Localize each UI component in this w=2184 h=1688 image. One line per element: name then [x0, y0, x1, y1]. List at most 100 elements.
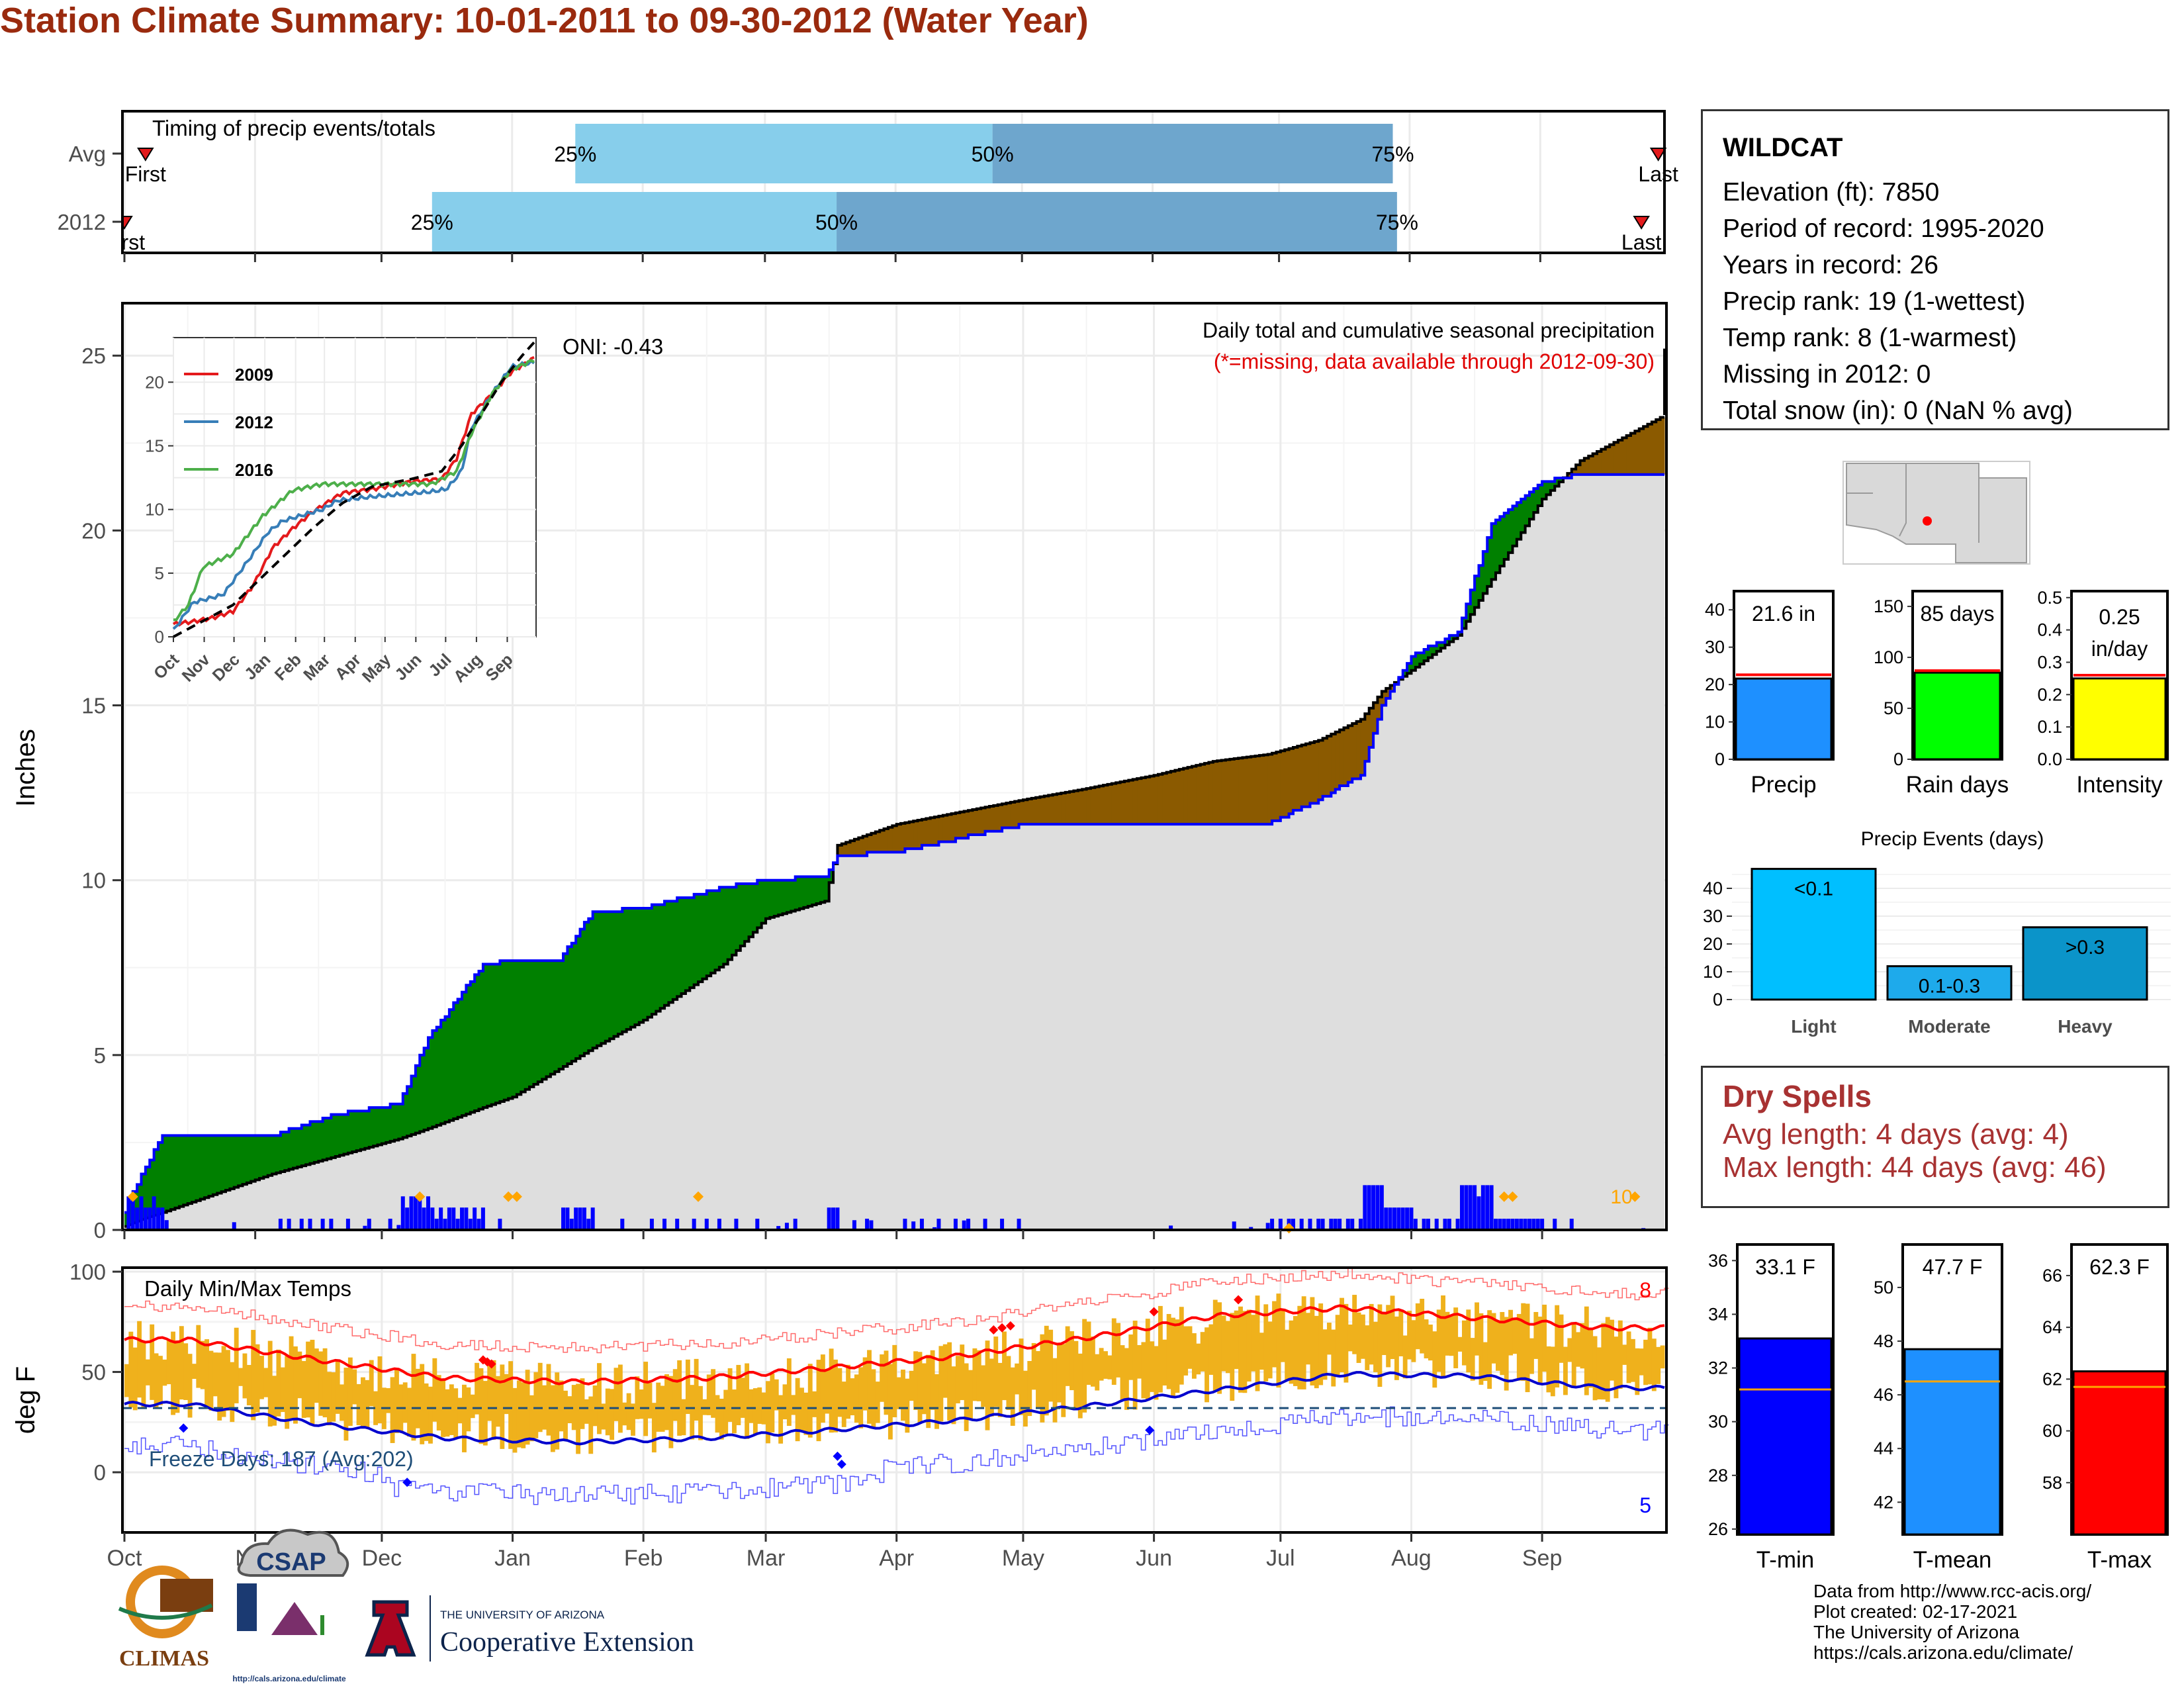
daily-precip-bar — [1371, 1185, 1376, 1230]
below-normal-fill — [1205, 763, 1210, 825]
record-precip-diamond — [693, 1191, 704, 1202]
above-normal-fill — [402, 1093, 408, 1138]
small-chart-y-tick-label: 44 — [1874, 1438, 1893, 1458]
daily-temp-bar — [1386, 1305, 1391, 1368]
events-y-tick-label: 40 — [1703, 878, 1723, 898]
above-normal-fill — [812, 876, 817, 906]
daily-precip-bar — [422, 1207, 426, 1230]
daily-precip-bar — [1455, 1219, 1460, 1230]
event-category-label: Light — [1791, 1016, 1836, 1037]
daily-precip-bar — [1329, 1219, 1334, 1230]
daily-temp-bar — [896, 1377, 901, 1409]
temp-x-tick-label: Dec — [362, 1546, 402, 1571]
below-normal-fill — [1588, 455, 1594, 475]
below-normal-fill — [1635, 431, 1640, 475]
daily-temp-bar — [1086, 1321, 1091, 1385]
record-high-marker — [486, 1359, 496, 1369]
daily-precip-bar — [933, 1227, 937, 1230]
credits: Data from http://www.rcc-acis.org/ Plot … — [1813, 1581, 2091, 1663]
daily-temp-bar — [1208, 1324, 1214, 1375]
above-normal-fill — [592, 912, 598, 1049]
events-y-tick-label: 0 — [1713, 990, 1723, 1009]
value-label: 33.1 F — [1755, 1255, 1815, 1279]
daily-temp-bar — [1466, 1309, 1471, 1373]
above-normal-fill — [1428, 645, 1433, 658]
daily-temp-bar — [238, 1368, 244, 1386]
above-normal-fill — [1533, 489, 1539, 513]
station-precip-rank: Precip rank: 19 (1-wettest) — [1723, 287, 2026, 316]
below-normal-fill — [909, 821, 914, 849]
below-normal-fill — [1145, 776, 1150, 825]
below-normal-fill — [1343, 727, 1349, 786]
daily-temp-bar — [833, 1359, 838, 1432]
daily-temp-bar — [285, 1356, 290, 1429]
below-normal-fill — [976, 808, 981, 835]
daily-precip-bar — [1477, 1196, 1481, 1230]
daily-temp-bar — [825, 1370, 830, 1414]
station-period: Period of record: 1995-2020 — [1723, 214, 2044, 243]
daily-temp-bar — [525, 1370, 530, 1445]
daily-temp-bar — [597, 1363, 602, 1434]
daily-temp-bar — [1255, 1295, 1260, 1391]
below-normal-fill — [942, 815, 948, 842]
daily-temp-bar — [976, 1350, 981, 1401]
below-normal-fill — [1150, 776, 1155, 825]
above-normal-fill — [441, 1020, 446, 1124]
below-normal-fill — [1651, 422, 1657, 475]
daily-temp-bar — [251, 1330, 256, 1421]
daily-temp-bar — [280, 1367, 285, 1413]
above-normal-fill — [1500, 516, 1505, 567]
above-normal-fill — [496, 964, 501, 1103]
event-bar-label: <0.1 — [1794, 878, 1833, 900]
precip-y-tick-label: 5 — [94, 1043, 106, 1068]
below-normal-fill — [896, 824, 901, 853]
above-normal-fill — [175, 1135, 180, 1208]
above-normal-fill — [1445, 639, 1450, 645]
daily-temp-bar — [997, 1362, 1003, 1417]
daily-temp-bar — [1537, 1316, 1543, 1383]
daily-temp-bar — [723, 1389, 729, 1434]
above-normal-fill — [537, 961, 543, 1082]
daily-precip-bar — [1459, 1185, 1464, 1230]
above-normal-fill — [132, 1191, 138, 1223]
daily-temp-bar — [1044, 1325, 1049, 1416]
above-normal-fill — [588, 918, 594, 1051]
daily-temp-bar — [1326, 1323, 1332, 1355]
daily-precip-bar — [1493, 1219, 1498, 1230]
above-normal-fill — [187, 1135, 193, 1204]
inset-series-line — [173, 359, 535, 622]
event-bar — [1886, 965, 2013, 1001]
climas-logo-text: CLIMAS — [119, 1646, 209, 1671]
above-normal-fill — [512, 961, 518, 1098]
daily-temp-bar — [462, 1384, 467, 1452]
below-normal-fill — [1567, 473, 1572, 479]
daily-temp-bar — [1449, 1315, 1454, 1356]
daily-temp-bar — [221, 1346, 226, 1417]
ua-small-text: THE UNIVERSITY OF ARIZONA — [440, 1609, 605, 1621]
daily-precip-bar — [1468, 1185, 1473, 1230]
below-normal-fill — [960, 812, 965, 839]
below-normal-fill — [1360, 719, 1365, 776]
above-normal-fill — [694, 894, 699, 985]
daily-temp-bar — [1643, 1339, 1648, 1385]
above-normal-fill — [411, 1076, 416, 1135]
daily-temp-bar — [1563, 1346, 1568, 1395]
above-normal-fill — [521, 961, 526, 1092]
daily-temp-bar — [1120, 1345, 1125, 1401]
above-normal-fill — [677, 898, 682, 997]
daily-precip-bar — [143, 1207, 148, 1230]
temp-y-tick-label: 100 — [69, 1260, 106, 1284]
daily-temp-bar — [571, 1385, 576, 1430]
daily-temp-bar — [478, 1368, 484, 1444]
daily-temp-bar — [166, 1340, 171, 1385]
daily-temp-bar — [1238, 1306, 1243, 1393]
below-normal-fill — [1036, 797, 1041, 825]
value-label: in/day — [2091, 637, 2148, 661]
above-normal-fill — [217, 1135, 222, 1194]
below-normal-fill — [1626, 435, 1631, 475]
small-chart-y-tick-label: 30 — [1705, 637, 1725, 657]
small-chart-y-tick-label: 62 — [2042, 1369, 2062, 1389]
daily-temp-bar — [694, 1358, 699, 1421]
daily-precip-bar — [1249, 1227, 1253, 1230]
above-normal-fill — [757, 880, 762, 928]
